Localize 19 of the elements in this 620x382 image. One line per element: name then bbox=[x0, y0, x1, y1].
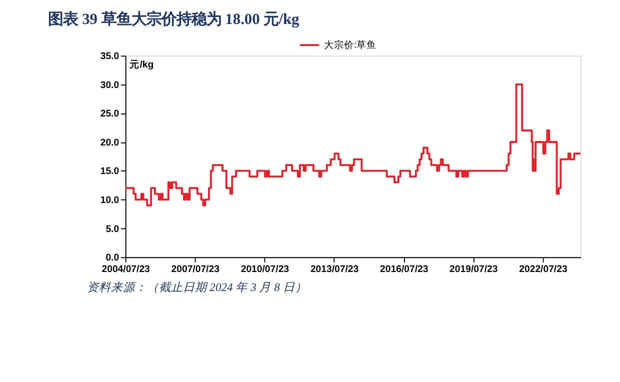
x-tick-label: 2010/07/23 bbox=[240, 264, 290, 276]
y-tick-label: 30.0 bbox=[100, 80, 120, 91]
x-tick-label: 2016/07/23 bbox=[380, 264, 428, 276]
x-tick-label: 2019/07/23 bbox=[450, 264, 498, 276]
x-tick-label: 2013/07/23 bbox=[310, 264, 359, 276]
x-tick-label: 2007/07/23 bbox=[171, 264, 220, 276]
y-tick-label: 35.0 bbox=[100, 51, 120, 62]
x-tick-label: 2004/07/23 bbox=[102, 264, 150, 276]
text: 资料来源：（截止日期 2024 年 3 月 8 日） bbox=[86, 280, 307, 294]
chart-title: 图表 39 草鱼大宗价持稳为 18.00 元/kg bbox=[48, 10, 300, 28]
y-tick-label: 20.0 bbox=[100, 137, 120, 148]
y-axis-title: 元/kg bbox=[128, 58, 154, 71]
legend-label: 大宗价:草鱼 bbox=[324, 38, 377, 51]
y-tick-label: 5.0 bbox=[106, 224, 120, 235]
y-tick-label: 10.0 bbox=[100, 194, 120, 206]
y-tick-label: 0.0 bbox=[106, 252, 120, 264]
y-tick-label: 15.0 bbox=[100, 166, 120, 178]
y-tick-label: 25.0 bbox=[100, 108, 120, 120]
x-tick-label: 2022/07/23 bbox=[519, 264, 568, 276]
